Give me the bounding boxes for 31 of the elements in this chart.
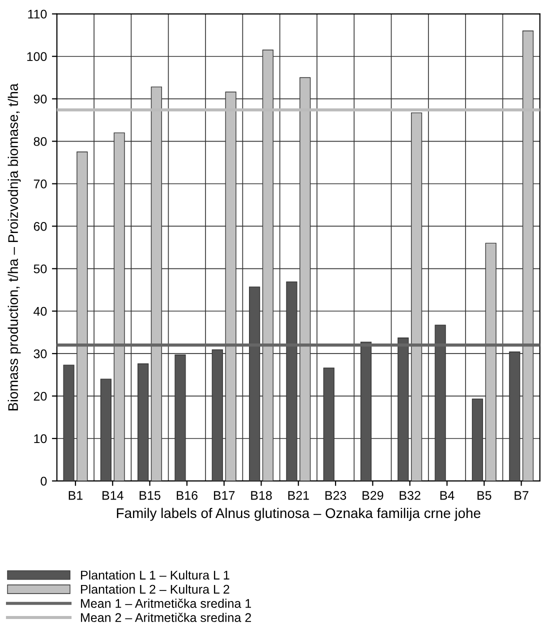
x-tick-label: B21 <box>288 491 309 500</box>
x-tick-label: B17 <box>214 491 235 500</box>
x-tick-label: B18 <box>251 491 272 500</box>
x-tick-label: B23 <box>325 491 346 500</box>
y-tick-label: 50 <box>34 264 47 274</box>
y-tick-label: 0 <box>40 476 47 486</box>
x-tick-label: B4 <box>440 491 454 500</box>
x-tick-label: B14 <box>102 491 124 500</box>
x-axis-title: Family labels of Alnus glutinosa – Oznaka familija crne johe <box>116 508 480 521</box>
x-tick-label: B29 <box>362 491 384 500</box>
y-tick-label: 80 <box>34 137 47 146</box>
x-tick-label: B16 <box>176 491 198 500</box>
legend-label: Mean 1 – Aritmetička sredina 1 <box>81 598 252 608</box>
legend-label: Plantation L 2 – Kultura L 2 <box>81 584 230 594</box>
x-tick-label: B1 <box>68 491 82 500</box>
y-tick-label: 60 <box>34 222 47 231</box>
y-tick-label: 30 <box>34 349 47 358</box>
x-tick-label: B15 <box>140 491 160 500</box>
y-tick-label: 110 <box>28 10 47 19</box>
legend-label: Plantation L 1 – Kultura L 1 <box>81 570 230 580</box>
y-tick-label: 10 <box>34 434 47 444</box>
legend-label: Mean 2 – Aritmetička sredina 2 <box>81 612 251 622</box>
y-tick-label: 20 <box>34 392 47 401</box>
x-tick-label: B32 <box>400 491 420 500</box>
y-tick-label: 40 <box>34 306 47 316</box>
y-axis-title: Biomass production, t/ha – Proizvodnja biomase, t/ha <box>8 83 21 410</box>
y-tick-label: 70 <box>34 180 47 188</box>
x-tick-label: B5 <box>478 491 492 500</box>
y-tick-label: 90 <box>34 94 47 104</box>
y-tick-label: 100 <box>27 52 47 62</box>
x-tick-label: B7 <box>514 491 528 500</box>
